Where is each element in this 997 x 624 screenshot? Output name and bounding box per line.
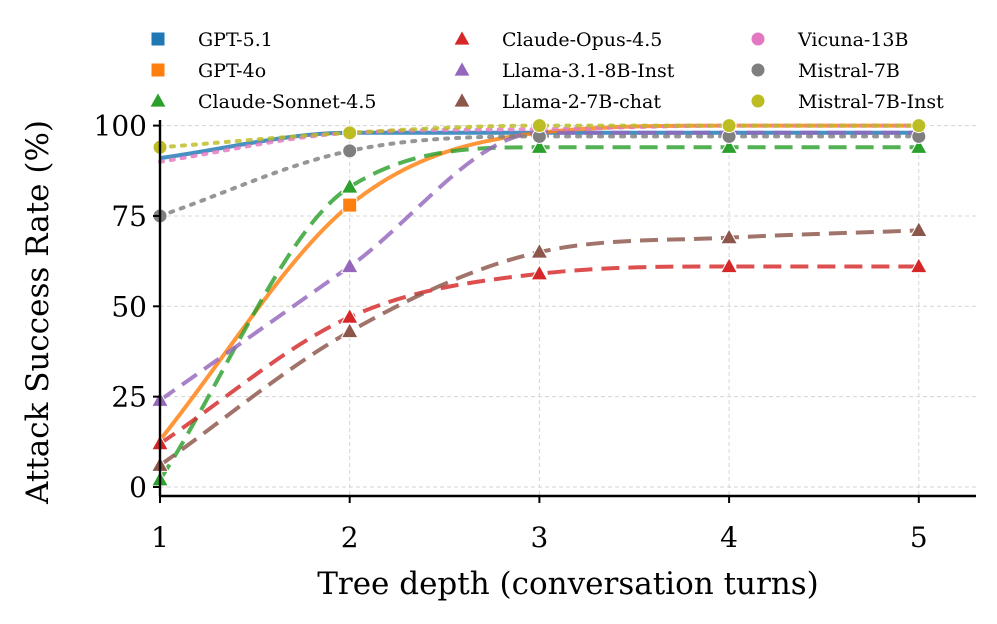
data-point xyxy=(340,307,359,324)
data-point xyxy=(909,137,928,154)
x-axis-label: Tree depth (conversation turns) xyxy=(317,566,819,602)
legend-label: GPT-5.1 xyxy=(198,29,273,51)
data-point xyxy=(720,137,739,154)
y-tick-label: 25 xyxy=(111,381,147,414)
data-point xyxy=(909,256,928,274)
legend-label: GPT-4o xyxy=(198,60,266,82)
legend: GPT-5.1 GPT-4o Claude-Sonnet-4.5 Claude-Opu… xyxy=(148,29,944,113)
data-point xyxy=(720,256,739,274)
series-line xyxy=(158,264,919,446)
legend-marker xyxy=(750,31,766,47)
data-point xyxy=(720,227,739,245)
data-point xyxy=(721,118,737,134)
legend-marker xyxy=(150,31,166,47)
data-point xyxy=(530,242,549,259)
series-line xyxy=(158,145,919,481)
data-point xyxy=(340,321,359,339)
legend-label: Mistral-7B xyxy=(798,60,900,82)
legend-marker xyxy=(452,60,472,77)
data-point xyxy=(531,118,547,134)
legend-marker xyxy=(750,62,766,78)
legend-item: Vicuna-13B xyxy=(750,29,908,51)
legend-item: Claude-Opus-4.5 xyxy=(452,29,662,51)
legend-marker xyxy=(452,29,472,46)
grid xyxy=(159,120,976,496)
legend-label: Mistral-7B-Inst xyxy=(798,91,944,113)
legend-marker xyxy=(148,91,168,108)
series-line xyxy=(158,228,919,467)
data-point xyxy=(530,264,549,281)
x-tick-label: 2 xyxy=(341,521,359,554)
legend-label: Claude-Sonnet-4.5 xyxy=(198,91,376,113)
series-line xyxy=(158,123,921,150)
legend-label: Claude-Opus-4.5 xyxy=(502,29,662,51)
x-tick-label: 3 xyxy=(530,521,548,554)
legend-item: Llama-3.1-8B-Inst xyxy=(452,60,675,82)
data-point xyxy=(342,197,358,213)
axes xyxy=(158,120,976,498)
legend-marker xyxy=(452,91,472,108)
data-point xyxy=(342,125,358,141)
x-tick-label: 4 xyxy=(720,521,738,554)
data-point xyxy=(340,256,359,274)
legend-label: Llama-3.1-8B-Inst xyxy=(502,60,675,82)
legend-item: Mistral-7B xyxy=(750,60,900,82)
data-point xyxy=(342,143,358,159)
x-tick-label: 1 xyxy=(151,521,169,554)
legend-item: GPT-4o xyxy=(150,60,266,82)
x-tick-label: 5 xyxy=(910,521,928,554)
y-tick-label: 0 xyxy=(129,471,147,504)
data-point xyxy=(530,137,549,154)
legend-label: Llama-2-7B-chat xyxy=(502,91,661,113)
legend-label: Vicuna-13B xyxy=(797,29,908,51)
y-tick-label: 100 xyxy=(94,110,147,143)
data-point xyxy=(911,118,927,134)
legend-item: GPT-5.1 xyxy=(150,29,273,51)
y-tick-label: 50 xyxy=(111,290,147,323)
y-axis-label: Attack Success Rate (%) xyxy=(20,120,56,505)
legend-marker xyxy=(150,62,166,78)
data-point xyxy=(909,220,928,237)
legend-item: Mistral-7B-Inst xyxy=(750,91,944,113)
data-point xyxy=(340,177,359,194)
y-tick-label: 75 xyxy=(111,200,147,233)
series-line xyxy=(158,134,921,218)
legend-item: Llama-2-7B-chat xyxy=(452,91,661,113)
legend-item: Claude-Sonnet-4.5 xyxy=(148,91,376,113)
series-line xyxy=(158,130,919,402)
legend-marker xyxy=(750,93,766,109)
